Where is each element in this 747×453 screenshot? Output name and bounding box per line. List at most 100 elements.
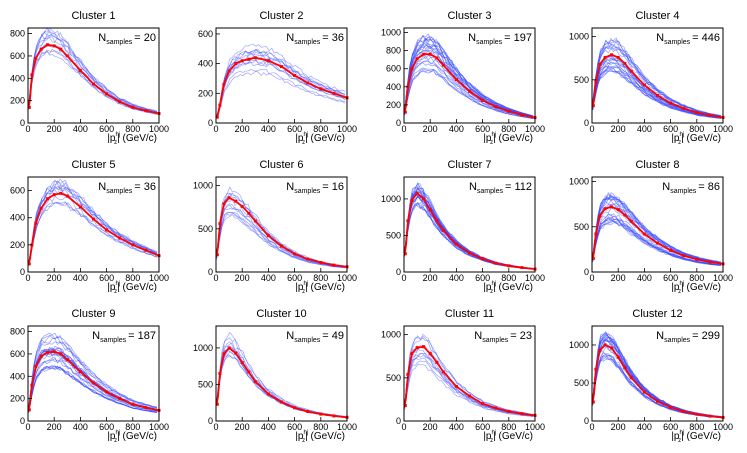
chart-panel-3: Cluster 3 0 200 400 600 800 1000 0 200 400 600 800 1… <box>381 10 545 146</box>
plot-frame <box>591 176 724 273</box>
mean-point <box>598 62 602 66</box>
mean-point <box>695 111 699 115</box>
sample-curve <box>404 202 534 270</box>
mean-point <box>520 412 524 416</box>
mean-point <box>293 252 297 256</box>
y-tick-label: 600 <box>386 64 401 74</box>
x-axis-label-main: |p <box>671 431 680 442</box>
sample-curve <box>592 47 722 117</box>
plot-frame <box>591 27 724 124</box>
sample-curve <box>216 355 346 418</box>
x-tick-label: 800 <box>313 124 328 134</box>
mean-curve <box>215 197 347 268</box>
x-axis-label-main: |p <box>107 431 116 442</box>
mean-point <box>92 381 95 385</box>
sample-curve <box>28 332 158 408</box>
mean-point <box>481 402 485 406</box>
sample-curve <box>28 34 158 113</box>
sample-curve <box>592 204 722 265</box>
sample-count-label: Nsamples = 20 <box>98 32 156 46</box>
y-tick-label: 0 <box>20 118 25 128</box>
mean-point <box>215 253 219 257</box>
x-tick-label: 400 <box>73 422 88 432</box>
sample-curve <box>28 48 158 115</box>
x-axis-label: |phj z| (GeV/c) <box>671 281 721 295</box>
mean-point <box>642 390 646 394</box>
mean-point <box>591 104 595 108</box>
y-tick-label: 0 <box>208 267 213 277</box>
mean-point <box>415 57 419 61</box>
mean-point <box>406 372 410 376</box>
sample-curve <box>592 354 722 419</box>
mean-point <box>695 257 699 261</box>
chart-title: Cluster 7 <box>447 159 491 171</box>
sample-curve <box>28 338 158 409</box>
x-tick-label: 400 <box>261 422 276 432</box>
mean-point <box>319 261 323 264</box>
annotation-subscript: samples <box>664 39 691 46</box>
mean-point <box>222 352 226 356</box>
mean-point <box>293 74 297 77</box>
sample-curve <box>592 341 722 418</box>
y-tick-label: 200 <box>198 88 213 98</box>
sample-curve <box>28 50 158 115</box>
y-tick-label: 1000 <box>569 340 589 350</box>
mean-point <box>280 400 283 404</box>
mean-point <box>669 101 673 105</box>
x-axis-label-subscript: z <box>302 438 305 444</box>
x-axis-label-unit: | (GeV/c) <box>305 431 345 442</box>
mean-point <box>468 394 471 398</box>
x-axis-label: |phj z| (GeV/c) <box>483 281 533 295</box>
annotation-value: = 86 <box>698 181 720 193</box>
x-axis-label-subscript: z <box>302 140 305 146</box>
sample-curve <box>592 192 722 263</box>
annotation-value: = 197 <box>504 32 532 44</box>
x-tick-label: 0 <box>213 124 218 134</box>
chart-title: Cluster 10 <box>256 308 306 320</box>
mean-point <box>30 73 34 77</box>
x-tick-label: 200 <box>47 422 62 432</box>
sample-curve <box>592 39 722 117</box>
sample-curve <box>404 43 534 117</box>
x-axis-label-superscript: hj <box>116 132 121 138</box>
x-tick-label: 200 <box>235 422 250 432</box>
x-axis-label-superscript: hj <box>116 430 121 436</box>
y-tick-label: 1000 <box>193 181 213 191</box>
annotation-value: = 446 <box>692 32 720 44</box>
x-axis-label-unit: | (GeV/c) <box>305 282 345 293</box>
mean-point <box>78 69 82 72</box>
x-tick-label: 0 <box>589 273 594 283</box>
chart-panel-10: Cluster 10 0 200 400 600 800 1000 0 500 1000 Nsamp… <box>193 308 357 444</box>
sample-count-label: Nsamples = 112 <box>469 181 532 195</box>
mean-point <box>144 109 148 113</box>
x-axis-label: |phj z| (GeV/c) <box>671 132 721 146</box>
sample-curve <box>216 346 346 418</box>
annotation-symbol: N <box>98 32 106 44</box>
mean-point <box>46 197 50 201</box>
mean-point <box>131 243 135 247</box>
sample-count-label: Nsamples = 36 <box>286 32 344 46</box>
mean-point <box>253 219 257 223</box>
x-axis-label-unit: | (GeV/c) <box>493 431 533 442</box>
sample-curve <box>404 60 534 119</box>
sample-curve <box>216 345 346 418</box>
sample-curve <box>216 51 346 117</box>
sample-curve <box>28 185 158 264</box>
mean-point <box>435 56 439 60</box>
sample-curve <box>592 68 722 119</box>
mean-point <box>494 406 498 410</box>
x-axis-label-unit: | (GeV/c) <box>681 431 721 442</box>
x-tick-label: 400 <box>73 124 88 134</box>
x-axis-label-subscript: z <box>678 438 681 444</box>
sample-count-label: Nsamples = 187 <box>92 330 156 344</box>
mean-point <box>708 414 712 418</box>
x-axis-label: |phj z| (GeV/c) <box>295 132 345 146</box>
sample-curve <box>28 365 158 413</box>
annotation-value: = 187 <box>128 330 156 342</box>
sample-curve <box>216 212 346 269</box>
annotation-value: = 20 <box>134 32 156 44</box>
sample-curve <box>404 202 534 270</box>
x-tick-label: 600 <box>99 422 114 432</box>
mean-point <box>629 69 633 73</box>
y-tick-label: 500 <box>574 222 589 232</box>
